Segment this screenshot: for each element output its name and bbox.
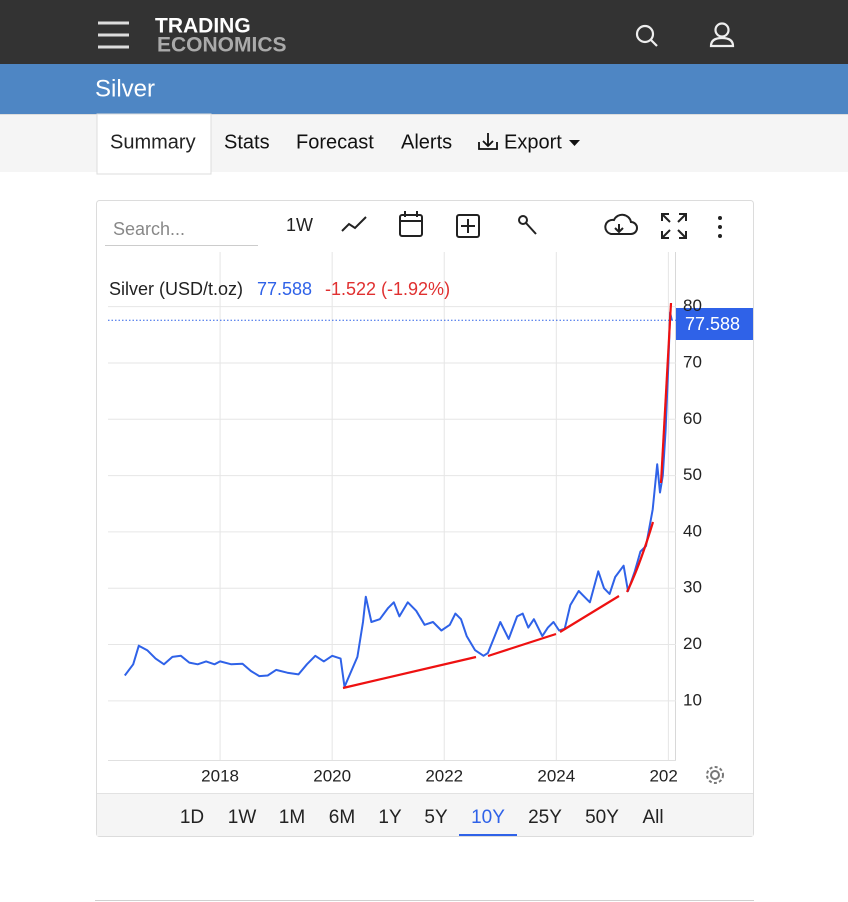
logo[interactable]: TRADING	[155, 15, 251, 38]
tab[interactable]: Stats	[224, 131, 270, 153]
x-tick-label: 2020	[313, 766, 351, 785]
range-button[interactable]: 1Y	[378, 807, 402, 828]
range-button[interactable]: 6M	[329, 807, 355, 828]
y-tick-label: 40	[683, 521, 702, 540]
range-button[interactable]: 1M	[279, 807, 305, 828]
settings-button[interactable]	[706, 766, 724, 784]
range-button[interactable]: 25Y	[528, 807, 562, 828]
page-title: Silver	[95, 75, 155, 102]
range-button[interactable]: 50Y	[585, 807, 619, 828]
range-bar	[97, 793, 753, 836]
x-tick-label: 2018	[201, 766, 239, 785]
export-icon[interactable]	[478, 133, 498, 150]
y-tick-label: 20	[683, 634, 702, 653]
y-tick-label: 80	[683, 296, 702, 315]
user-button[interactable]	[709, 22, 735, 48]
y-tick-label: 60	[683, 409, 702, 428]
tab[interactable]: Export	[504, 131, 562, 153]
dropdown-arrow	[569, 140, 580, 146]
legend-value: 77.588	[257, 279, 312, 299]
x-tick-label: 2024	[537, 766, 575, 785]
x-tick-label: 2022	[425, 766, 463, 785]
range-button[interactable]: 1D	[180, 807, 204, 828]
logo[interactable]: ECONOMICS	[157, 34, 287, 57]
title-bar	[0, 64, 848, 114]
search-input[interactable]: Search...	[113, 219, 185, 239]
tab[interactable]: Alerts	[401, 131, 452, 153]
tab[interactable]: Summary	[110, 131, 196, 153]
chart-panel	[96, 200, 754, 837]
legend-change: -1.522 (-1.92%)	[325, 279, 450, 299]
y-tick-label: 70	[683, 352, 702, 371]
tools-button[interactable]	[518, 215, 537, 235]
download-button[interactable]	[604, 213, 638, 235]
legend-title: Silver (USD/t.oz)	[109, 279, 243, 299]
search-button[interactable]	[635, 24, 658, 47]
fullscreen-button[interactable]	[661, 213, 687, 239]
price-badge	[676, 308, 753, 340]
y-tick-label: 50	[683, 465, 702, 484]
y-tick-label: 10	[683, 690, 702, 709]
range-button[interactable]: All	[642, 807, 663, 828]
plot	[108, 252, 676, 760]
interval-button[interactable]: 1W	[286, 215, 313, 235]
range-button[interactable]: 1W	[228, 807, 257, 828]
y-tick-label: 30	[683, 578, 702, 597]
calendar-button[interactable]	[399, 211, 423, 237]
menu-button[interactable]	[98, 21, 129, 49]
top-bar	[0, 0, 848, 64]
indicator-button[interactable]	[456, 214, 480, 238]
range-button[interactable]: 5Y	[424, 807, 448, 828]
tab[interactable]: Forecast	[296, 131, 374, 153]
active-tab	[96, 113, 212, 175]
price-badge-label: 77.588	[685, 314, 740, 334]
chart-type-button[interactable]	[341, 216, 367, 232]
range-button[interactable]: 10Y	[471, 807, 505, 828]
x-tick-label: 2026	[649, 766, 687, 785]
price-line	[124, 311, 673, 688]
trend-lines	[342, 302, 673, 690]
more-button[interactable]	[718, 216, 722, 238]
